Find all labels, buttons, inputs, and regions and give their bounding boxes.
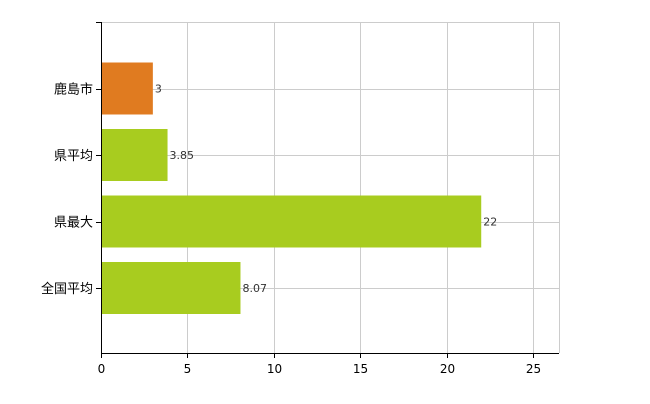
data-label: 8.07 — [242, 282, 267, 295]
data-label: 3.85 — [170, 149, 195, 162]
x-tick-label: 25 — [526, 362, 541, 376]
data-label: 3 — [155, 83, 162, 96]
data-labels: 3 3.85 22 8.07 — [155, 83, 497, 296]
x-tick-label: 5 — [184, 362, 192, 376]
y-tick-label: 県最大 — [54, 216, 93, 231]
x-tick-label: 0 — [98, 362, 106, 376]
x-tick-label: 10 — [267, 362, 282, 376]
bar — [102, 62, 153, 115]
y-tick-label: 鹿島市 — [54, 82, 93, 98]
x-tick-label: 15 — [353, 362, 368, 376]
data-label: 22 — [483, 216, 497, 229]
y-tick-label: 全国平均 — [41, 281, 93, 297]
x-tick-label: 20 — [440, 362, 455, 376]
y-tick-label: 県平均 — [54, 149, 93, 164]
bar — [102, 262, 241, 314]
bars — [102, 62, 482, 314]
bar — [102, 129, 168, 181]
bar — [102, 195, 482, 248]
